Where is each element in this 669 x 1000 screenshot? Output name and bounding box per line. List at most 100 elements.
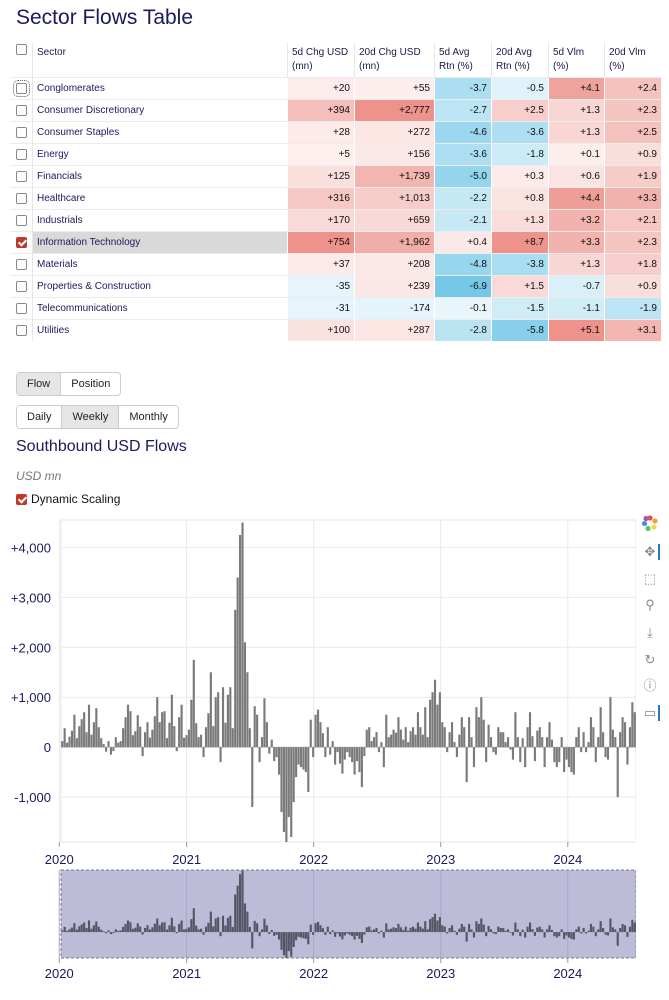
row-checkbox[interactable] — [15, 302, 27, 314]
table-row[interactable]: Properties & Construction -35 +239 -6.9 +1.5… — [10, 275, 661, 298]
flow-bar — [331, 741, 334, 748]
table-row[interactable]: Telecommunications -31 -174 -0.1 -1.5 -1.1 -1.… — [10, 297, 661, 320]
row-checkbox[interactable] — [15, 192, 27, 204]
flow-button[interactable]: Flow — [17, 373, 61, 395]
flow-bar — [531, 736, 534, 748]
flow-bar — [178, 717, 181, 748]
row-checkbox-cell[interactable] — [10, 209, 33, 232]
table-row[interactable]: Information Technology +754 +1,962 +0.4 +8.7… — [10, 231, 661, 254]
row-checkbox-cell[interactable] — [10, 231, 33, 254]
cell-sector: Financials — [32, 165, 288, 188]
row-checkbox[interactable] — [15, 280, 27, 292]
save-icon[interactable]: ⤓ — [647, 625, 653, 640]
row-checkbox-cell[interactable] — [10, 143, 33, 166]
select-all-cell[interactable] — [10, 43, 33, 78]
flow-bar — [365, 729, 368, 748]
dynamic-scaling-toggle[interactable]: Dynamic Scaling — [16, 492, 120, 506]
cell-c5: +754 — [287, 231, 355, 254]
row-checkbox[interactable] — [15, 214, 27, 226]
cell-v20: +3.3 — [604, 187, 661, 210]
flow-bar — [231, 728, 234, 748]
flow-bar — [316, 709, 320, 748]
box-zoom-icon[interactable]: ⬚ — [643, 571, 657, 586]
row-checkbox[interactable] — [15, 170, 27, 182]
cell-v5: +0.1 — [548, 143, 605, 166]
help-icon[interactable]: ⓘ — [643, 678, 657, 693]
row-checkbox[interactable] — [15, 258, 27, 270]
row-checkbox-cell[interactable] — [10, 99, 33, 122]
table-row[interactable]: Healthcare +316 +1,013 -2.2 +0.8 +4.4 +3.3 — [10, 187, 661, 210]
chart-title: Southbound USD Flows — [16, 438, 187, 455]
dynamic-scaling-checkbox[interactable] — [16, 493, 27, 505]
table-row[interactable]: Utilities +100 +287 -2.8 -5.8 +5.1 +3.1 — [10, 319, 661, 341]
bokeh-logo-icon[interactable] — [642, 515, 658, 531]
table-row[interactable]: Consumer Discretionary +394 +2,777 -2.7 +2.5… — [10, 99, 661, 122]
cell-v20: +2.1 — [604, 209, 661, 232]
reset-icon[interactable]: ↻ — [644, 652, 656, 667]
row-checkbox-cell[interactable] — [10, 77, 33, 100]
cell-c20: +1,962 — [354, 231, 435, 254]
row-checkbox[interactable] — [15, 104, 27, 116]
flow-bar — [326, 727, 329, 748]
col-sector[interactable]: Sector — [32, 43, 288, 78]
range-bar — [241, 870, 244, 933]
col-20d-vlm[interactable]: 20d Vlm (%) — [604, 43, 661, 78]
range-bar — [219, 932, 222, 937]
flow-bar — [594, 747, 597, 763]
table-row[interactable]: Industrials +170 +659 -2.1 +1.3 +3.2 +2.1 — [10, 209, 661, 232]
monthly-button[interactable]: Monthly — [118, 406, 178, 428]
row-checkbox[interactable] — [15, 126, 27, 138]
range-bar — [158, 925, 161, 933]
range-bar — [136, 923, 139, 933]
range-bar — [429, 919, 432, 933]
cell-r5: -2.2 — [434, 187, 492, 210]
table-row[interactable]: Materials +37 +208 -4.8 -3.8 +1.3 +1.8 — [10, 253, 661, 276]
flows-chart[interactable]: +4,000 +3,000 +2,000 +1,000 0 -1,000 2020 2021 2… — [0, 510, 636, 990]
col-20d-chg-usd[interactable]: 20d Chg USD (mn) — [354, 43, 435, 78]
daily-button[interactable]: Daily — [17, 406, 62, 428]
range-bar — [477, 923, 480, 933]
table-row[interactable]: Consumer Staples +28 +272 -4.6 -3.6 +1.3 +2.5 — [10, 121, 661, 144]
col-20d-avg-rtn[interactable]: 20d Avg Rtn (%) — [491, 43, 549, 78]
row-checkbox-cell[interactable] — [10, 121, 33, 144]
row-checkbox-cell[interactable] — [10, 319, 33, 341]
col-5d-vlm[interactable]: 5d Vlm (%) — [548, 43, 605, 78]
range-bar — [443, 926, 446, 933]
flow-bar — [87, 704, 91, 748]
range-bar — [380, 930, 383, 933]
wheel-zoom-icon[interactable]: ⚲ — [645, 597, 655, 612]
row-checkbox[interactable] — [12, 79, 30, 97]
row-checkbox-cell[interactable] — [10, 165, 33, 188]
select-all-checkbox[interactable] — [15, 43, 27, 55]
cell-r20: -0.5 — [491, 77, 549, 100]
row-checkbox-cell[interactable] — [10, 275, 33, 298]
y-tick-label: +4,000 — [11, 540, 51, 555]
flow-bar — [122, 728, 125, 748]
x-tick-label: 2024 — [553, 852, 582, 867]
range-bar — [68, 929, 71, 933]
range-bar — [597, 929, 600, 933]
table-row[interactable]: Conglomerates +20 +55 -3.7 -0.5 +4.1 +2.4 — [10, 77, 661, 100]
pan-icon[interactable]: ✥ — [642, 544, 660, 560]
range-selector[interactable] — [60, 869, 636, 959]
range-bar — [475, 921, 478, 933]
table-row[interactable]: Energy +5 +156 -3.6 -1.8 +0.1 +0.9 — [10, 143, 661, 166]
position-button[interactable]: Position — [60, 373, 121, 395]
row-checkbox[interactable] — [15, 236, 27, 248]
range-bar — [631, 919, 634, 933]
flow-bar — [609, 697, 612, 748]
cell-c20: +156 — [354, 143, 435, 166]
period-toggle: Daily Weekly Monthly — [16, 405, 179, 429]
row-checkbox-cell[interactable] — [10, 297, 33, 320]
col-5d-chg-usd[interactable]: 5d Chg USD (mn) — [287, 43, 355, 78]
hover-icon[interactable]: ▭ — [642, 705, 660, 721]
table-row[interactable]: Financials +125 +1,739 -5.0 +0.3 +0.6 +1.9 — [10, 165, 661, 188]
flow-bar — [204, 727, 208, 748]
range-bar — [253, 920, 256, 933]
weekly-button[interactable]: Weekly — [61, 406, 119, 428]
col-5d-avg-rtn[interactable]: 5d Avg Rtn (%) — [434, 43, 492, 78]
row-checkbox[interactable] — [15, 324, 27, 336]
row-checkbox-cell[interactable] — [10, 253, 33, 276]
row-checkbox[interactable] — [15, 148, 27, 160]
row-checkbox-cell[interactable] — [10, 187, 33, 210]
